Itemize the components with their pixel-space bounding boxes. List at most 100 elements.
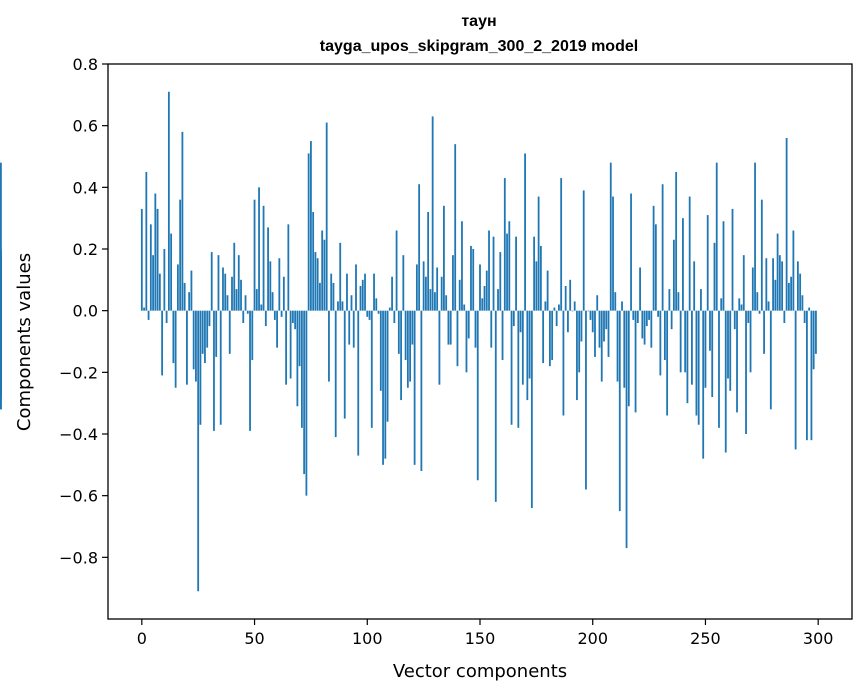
bar-89: [341, 301, 344, 311]
bar-111: [391, 276, 393, 311]
bar-201: [594, 310, 596, 357]
bar-56: [267, 227, 269, 311]
bar-260: [727, 310, 729, 379]
bar-227: [652, 205, 655, 311]
bar-142: [461, 221, 463, 311]
bar-42: [235, 289, 238, 311]
bar-95: [355, 264, 357, 311]
bar-154: [488, 230, 490, 311]
bar-124: [420, 310, 423, 471]
bar-46: [244, 295, 247, 311]
bar-undefined: [0, 249, 2, 311]
bar-33: [215, 310, 218, 357]
bar-261: [729, 310, 732, 391]
bar-165: [512, 310, 515, 327]
bar-161: [503, 178, 506, 311]
bar-249: [702, 310, 705, 459]
bar-116: [402, 255, 405, 311]
bar-43: [237, 255, 240, 311]
bar-35: [219, 310, 222, 425]
bar-219: [634, 310, 637, 413]
bar-15: [174, 310, 177, 388]
bar-248: [700, 289, 702, 311]
bar-6: [154, 193, 157, 311]
bar-181: [548, 310, 551, 367]
bar-171: [526, 310, 529, 401]
bar-125: [422, 261, 425, 311]
bar-273: [756, 292, 759, 311]
bar-74: [307, 153, 310, 311]
bar-93: [350, 295, 353, 311]
bar-5: [152, 255, 154, 311]
bar-138: [452, 255, 454, 311]
bar-49: [251, 310, 254, 360]
bar-47: [246, 310, 249, 314]
bar-243: [688, 196, 691, 311]
bar-105: [377, 310, 380, 314]
bar-146: [470, 245, 472, 311]
bar-148: [474, 310, 477, 348]
bar-266: [740, 304, 743, 311]
bar-4: [149, 224, 152, 311]
bar-185: [558, 304, 560, 311]
bar-275: [760, 199, 763, 311]
bar-73: [305, 310, 308, 496]
bar-207: [607, 310, 610, 357]
bar-100: [366, 310, 369, 317]
bar-285: [783, 310, 786, 323]
bar-62: [280, 310, 283, 317]
bar-61: [278, 258, 281, 311]
bar-299: [815, 310, 817, 354]
bar-18: [181, 131, 184, 311]
bar-45: [242, 310, 245, 323]
bar-75: [310, 141, 312, 311]
bar-244: [691, 310, 693, 385]
bar-220: [636, 310, 639, 323]
bar-233: [666, 310, 669, 416]
bar-197: [585, 310, 587, 490]
bar-276: [763, 310, 765, 354]
bar-92: [348, 310, 351, 345]
bar-137: [449, 310, 452, 345]
bar-251: [706, 215, 709, 311]
bar-263: [733, 310, 736, 330]
bar-58: [271, 292, 274, 311]
x-axis-ticks: 0 50 100 150 200 250 300: [137, 619, 833, 648]
bar-38: [226, 295, 229, 311]
bar-103: [373, 273, 375, 311]
bar-97: [359, 286, 362, 311]
bar-200: [591, 310, 594, 333]
bar-257: [720, 298, 723, 311]
x-tick-label: 100: [352, 629, 383, 648]
bar-259: [724, 310, 727, 453]
bar-215: [625, 310, 628, 549]
bar-232: [663, 310, 666, 360]
bar-262: [731, 208, 734, 311]
chart-title: таун: [461, 13, 496, 30]
bar-70: [298, 310, 301, 367]
bar-208: [609, 162, 612, 311]
bar-94: [352, 310, 355, 348]
bar-121: [413, 310, 416, 465]
bar-86: [334, 310, 337, 438]
bar-182: [551, 310, 554, 360]
bar-7: [156, 208, 159, 311]
y-tick-label: 0.2: [73, 240, 98, 259]
bar-291: [796, 261, 799, 311]
bar-253: [711, 310, 714, 397]
bar-90: [343, 310, 346, 419]
bar-174: [533, 236, 536, 311]
bar-11: [165, 310, 168, 323]
bar-156: [492, 236, 495, 311]
bar-150: [479, 264, 481, 311]
bar-199: [589, 310, 592, 320]
bar-195: [580, 310, 583, 342]
bar-113: [395, 230, 398, 311]
bar-271: [751, 267, 754, 311]
bar-147: [472, 249, 475, 311]
y-tick-label: 0.0: [73, 302, 98, 321]
bar-212: [618, 310, 621, 512]
bar-283: [778, 255, 781, 311]
bar-296: [808, 307, 811, 311]
